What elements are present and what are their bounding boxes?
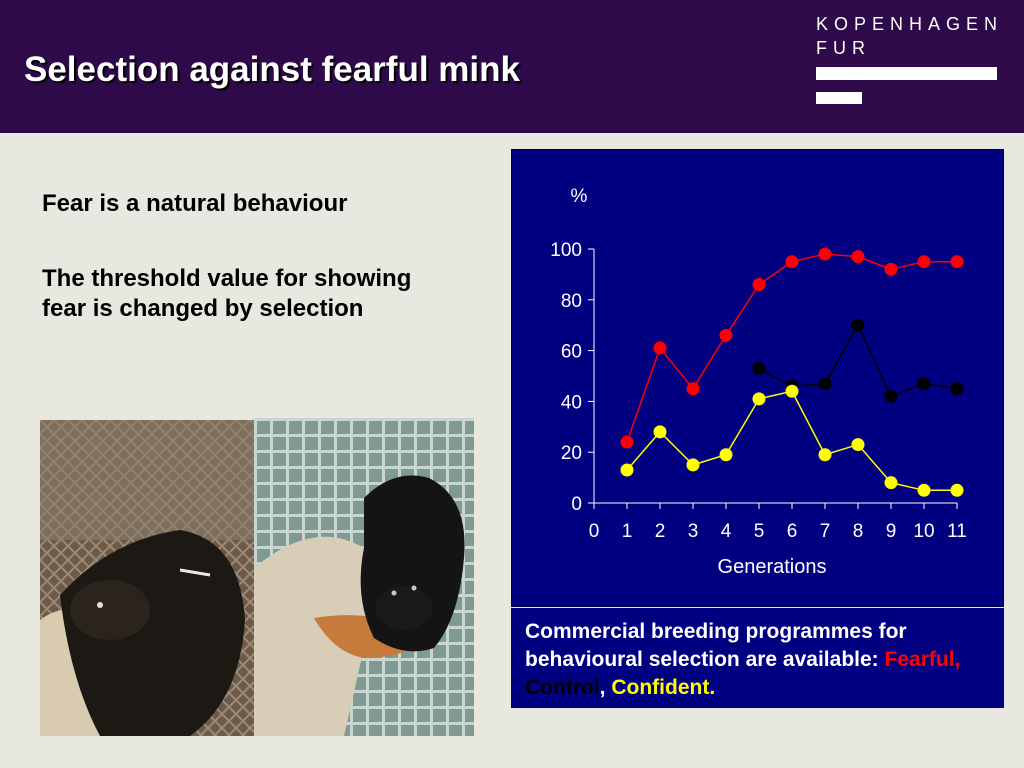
- data-point: [818, 448, 832, 462]
- logo-text-line1: KOPENHAGEN: [816, 14, 1004, 34]
- y-tick-label: 0: [571, 494, 582, 515]
- x-tick-label: 10: [913, 521, 934, 542]
- x-tick-label: 7: [820, 521, 831, 542]
- y-tick-label: 100: [550, 240, 582, 261]
- x-tick-label: 8: [853, 521, 864, 542]
- data-point: [686, 458, 700, 472]
- data-point: [818, 377, 832, 391]
- data-point: [917, 377, 931, 391]
- logo-text-line2: FUR: [816, 38, 871, 58]
- page-title: Selection against fearful mink: [24, 50, 520, 89]
- x-tick-label: 11: [947, 521, 967, 542]
- data-point: [884, 262, 898, 276]
- caption-fearful: Fearful,: [884, 648, 961, 671]
- data-point: [917, 255, 931, 269]
- data-point: [950, 255, 964, 269]
- data-point: [851, 318, 865, 332]
- caption-confident: Confident.: [611, 676, 716, 699]
- data-point: [950, 483, 964, 497]
- data-point: [884, 389, 898, 403]
- data-point: [917, 483, 931, 497]
- x-tick-label: 2: [655, 521, 666, 542]
- data-point: [752, 361, 766, 375]
- data-point: [653, 425, 667, 439]
- data-point: [752, 278, 766, 292]
- logo-bar-long: [816, 67, 997, 80]
- data-point: [653, 341, 667, 355]
- x-tick-label: 3: [688, 521, 699, 542]
- chart-series: [620, 247, 964, 497]
- data-point: [884, 476, 898, 490]
- photo-fearful-mink: [40, 420, 256, 736]
- data-point: [851, 438, 865, 452]
- caption-control: Control: [525, 676, 600, 699]
- series-line-2: [626, 390, 957, 492]
- x-tick-label: 1: [622, 521, 633, 542]
- bullet-fear-natural: Fear is a natural behaviour: [42, 190, 348, 217]
- photo-fearful-mink-image: [40, 420, 256, 736]
- caption-panel: Commercial breeding programmes for behav…: [511, 608, 1004, 708]
- data-point: [719, 328, 733, 342]
- x-tick-label: 4: [721, 521, 732, 542]
- data-point: [620, 463, 634, 477]
- caption-main-text: Commercial breeding programmes for behav…: [525, 620, 907, 671]
- logo-bar-short: [816, 92, 862, 104]
- x-axis-label: Generations: [718, 556, 827, 578]
- x-tick-label: 0: [589, 521, 600, 542]
- data-point: [686, 382, 700, 396]
- data-point: [620, 435, 634, 449]
- data-point: [950, 382, 964, 396]
- caption-comma: ,: [599, 676, 606, 699]
- x-tick-label: 6: [787, 521, 798, 542]
- chart-panel: % Generations 0 20 40 60 80 100 0 1 2 3 4 5 6 7 8 9 10 11: [511, 149, 1004, 607]
- data-point: [752, 392, 766, 406]
- bullet-threshold: The threshold value for showing fear is …: [42, 265, 412, 322]
- y-tick-label: 40: [561, 392, 582, 413]
- series-line-0: [626, 253, 957, 443]
- x-tick-label: 9: [886, 521, 897, 542]
- data-point: [818, 247, 832, 261]
- x-tick-label: 5: [754, 521, 765, 542]
- generations-line-chart: % Generations 0 20 40 60 80 100 0 1 2 3 4 5 6 7 8 9 10 11: [550, 186, 967, 578]
- y-axis-label: %: [571, 186, 588, 207]
- header-bar: Selection against fearful mink KOPENHAGE…: [0, 0, 1024, 133]
- data-point: [851, 250, 865, 264]
- photo-confident-mink: [254, 418, 474, 736]
- y-tick-label: 20: [561, 443, 582, 464]
- photo-confident-mink-image: [254, 418, 474, 736]
- data-point: [785, 384, 799, 398]
- data-point: [719, 448, 733, 462]
- chart-axes: 0 20 40 60 80 100 0 1 2 3 4 5 6 7 8 9 10 11: [550, 240, 967, 542]
- data-point: [785, 255, 799, 269]
- y-tick-label: 80: [561, 291, 582, 312]
- y-tick-label: 60: [561, 342, 582, 363]
